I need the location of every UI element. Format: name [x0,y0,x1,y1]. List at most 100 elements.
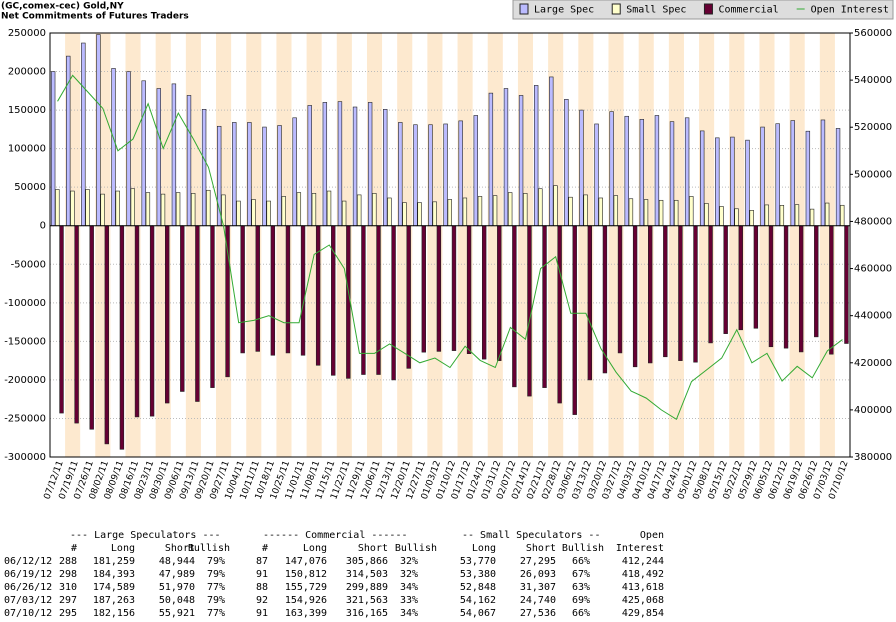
column-header: Bullish [562,543,604,554]
y2-tick-label: 540000 [854,75,892,86]
table-cell: 50,048 [159,595,195,606]
bar [503,88,509,227]
bar [180,225,185,392]
table-cell: 66% [572,608,590,618]
table-cell: 32% [400,556,418,567]
bar [96,34,101,227]
legend-label: Commercial [718,5,778,16]
table-cell: 27,295 [520,556,556,567]
bar [477,196,483,227]
bar [436,225,442,352]
table-cell: 54,067 [460,608,496,618]
bar [840,204,845,227]
bar [421,225,426,353]
table-cell: 24,740 [520,595,556,606]
table-cell: 91 [256,569,268,580]
row-date: 06/12/12 [4,556,52,567]
y-tick-label: -250000 [4,413,46,424]
bar [805,130,811,227]
bar [331,225,336,376]
table-cell: 87 [256,556,268,567]
bar [296,192,302,227]
bar [617,225,623,354]
bar [451,225,457,351]
table-cell: 321,563 [346,595,388,606]
column-header: Bullish [395,543,437,554]
bar [251,199,256,227]
bar [160,193,166,227]
table-cell: 187,263 [93,595,135,606]
bar [700,130,705,227]
bar [361,225,366,375]
table-cell: 184,393 [93,569,135,580]
bar [835,128,841,227]
column-header: Long [303,543,327,554]
group-header: ------ Commercial ------ [263,530,408,541]
table-cell: 174,589 [93,582,135,593]
table-cell: 181,259 [93,556,135,567]
bar [829,225,834,355]
bar [844,225,849,344]
bar [156,88,161,227]
table-cell: 66% [572,556,590,567]
bar [255,225,260,352]
bar [447,199,452,227]
bar [270,225,276,356]
bar [497,225,502,361]
table-cell: 51,970 [159,582,195,593]
bar [466,225,472,354]
bar [391,225,396,381]
table-cell: 305,866 [346,556,388,567]
bar [190,193,196,227]
bar [473,115,478,227]
bar [730,136,735,227]
bar [715,137,720,227]
legend [512,0,894,20]
bar [100,193,105,227]
bar [175,192,181,227]
bar [337,101,343,227]
bar [538,188,543,227]
bar [553,185,558,227]
bar [572,225,577,415]
bar [749,210,754,227]
y-tick-label: 150000 [8,105,46,116]
y-tick-label: -50000 [11,259,46,270]
bar [232,122,237,227]
bar [684,117,690,227]
table-cell: 91 [256,608,268,618]
table-cell: 33% [400,595,418,606]
bar [247,122,252,227]
bar [648,225,653,364]
bar [775,123,780,227]
bar [70,190,75,227]
bar [674,199,679,227]
bar [568,196,573,227]
bar [458,120,463,227]
row-date: 07/03/12 [4,595,52,606]
column-header: # [262,543,268,554]
bar [549,76,554,227]
column-header: Short [358,543,388,554]
bar [81,42,86,227]
bar [443,123,448,227]
legend-swatch [703,3,713,15]
table-cell: 79% [207,556,225,567]
y2-tick-label: 440000 [854,311,892,322]
bar [55,189,60,227]
bar [507,192,513,227]
bar [587,225,593,381]
table-cell: 150,812 [285,569,327,580]
y2-tick-label: 400000 [854,405,892,416]
bar [613,195,619,227]
bar [165,225,170,404]
table-cell: 316,165 [346,608,388,618]
bar [609,111,614,227]
column-header: Long [111,543,135,554]
table-cell: 34% [400,582,418,593]
legend-swatch [611,3,621,15]
bar [794,204,800,227]
bar [624,115,629,227]
